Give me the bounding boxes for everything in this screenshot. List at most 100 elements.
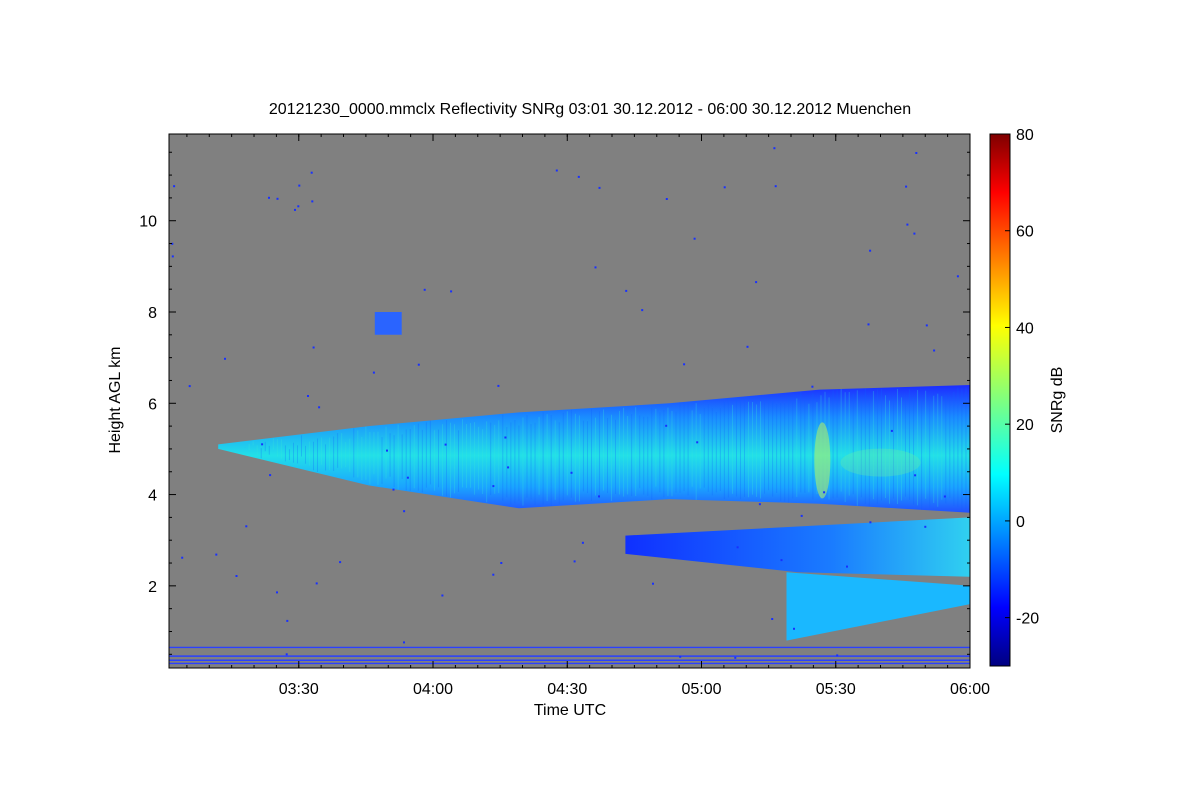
noise-speckle xyxy=(403,641,405,644)
colorbar-label: SNRg dB xyxy=(1049,367,1066,434)
noise-speckle xyxy=(276,197,279,200)
noise-speckle xyxy=(746,345,749,348)
noise-speckle xyxy=(312,346,315,349)
noise-speckle xyxy=(315,582,318,585)
noise-speckle xyxy=(403,510,406,513)
noise-speckle xyxy=(450,290,453,293)
noise-speckle xyxy=(943,495,946,498)
plot-frame xyxy=(168,133,971,669)
noise-speckle xyxy=(215,553,218,556)
colorbar-tick-label: -20 xyxy=(1016,611,1039,628)
noise-speckle xyxy=(307,395,309,397)
y-tick-label: 6 xyxy=(148,396,157,413)
noise-speckle xyxy=(665,198,668,200)
x-tick-label: 04:00 xyxy=(413,681,453,698)
noise-speckle xyxy=(269,474,272,477)
x-tick-label: 05:00 xyxy=(681,681,721,698)
noise-speckle xyxy=(933,349,936,352)
x-tick-label: 06:00 xyxy=(950,681,990,698)
noise-speckle xyxy=(276,591,278,594)
y-tick-label: 4 xyxy=(148,488,157,505)
noise-speckle xyxy=(869,249,872,252)
x-axis-label: Time UTC xyxy=(534,702,606,719)
noise-speckle xyxy=(577,175,580,178)
noise-speckle xyxy=(915,152,918,154)
noise-speckle xyxy=(956,275,959,278)
noise-speckle xyxy=(268,196,270,199)
noise-speckle xyxy=(811,385,814,388)
noise-speckle xyxy=(444,443,447,446)
noise-speckle xyxy=(736,546,739,549)
noise-speckle xyxy=(773,147,776,150)
y-axis-label: Height AGL km xyxy=(107,346,124,453)
noise-speckle xyxy=(755,281,758,284)
noise-speckle xyxy=(181,556,184,559)
noise-speckle xyxy=(261,443,264,446)
colorbar-gradient xyxy=(990,134,1010,666)
noise-speckle xyxy=(925,324,928,327)
noise-speckle xyxy=(173,185,176,188)
noise-speckle xyxy=(625,289,628,292)
echo-region xyxy=(786,572,970,641)
noise-speckle xyxy=(665,424,668,427)
noise-speckle xyxy=(723,186,726,189)
noise-speckle xyxy=(594,266,597,269)
noise-speckle xyxy=(758,503,761,506)
noise-speckle xyxy=(310,171,313,174)
noise-speckle xyxy=(318,406,321,409)
noise-speckle xyxy=(392,488,395,491)
colorbar-tick-label: 80 xyxy=(1016,127,1034,144)
noise-speckle xyxy=(598,495,600,498)
y-axis: 2 4 6 8 10 xyxy=(139,151,970,655)
colorbar-tick-label: 0 xyxy=(1016,514,1025,531)
noise-speckle xyxy=(836,654,839,657)
y-tick-label: 8 xyxy=(148,305,157,322)
noise-speckle xyxy=(846,565,848,568)
noise-speckle xyxy=(497,384,500,387)
noise-speckle xyxy=(339,561,342,564)
noise-speckle xyxy=(652,582,654,585)
noise-speckle xyxy=(780,559,783,562)
noise-speckle xyxy=(504,436,507,439)
echo-region xyxy=(625,517,970,577)
noise-speckle xyxy=(297,205,300,208)
noise-speckle xyxy=(492,485,495,488)
noise-speckle xyxy=(867,323,870,326)
colorbar-tick-label: 60 xyxy=(1016,224,1034,241)
echo-region xyxy=(218,385,970,513)
colorbar-ticks: -20 0 20 40 60 80 xyxy=(1005,127,1039,628)
colorbar-tick-label: 40 xyxy=(1016,320,1034,337)
echo-core xyxy=(840,448,921,477)
noise-speckle xyxy=(500,562,503,564)
noise-speckle xyxy=(441,594,444,597)
chart-title: 20121230_0000.mmclx Reflectivity SNRg 03… xyxy=(269,101,911,118)
noise-speckle xyxy=(294,208,296,211)
x-tick-label: 04:30 xyxy=(547,681,587,698)
noise-speckle xyxy=(311,200,314,203)
noise-speckle xyxy=(890,429,893,432)
noise-speckle xyxy=(683,363,686,366)
noise-speckle xyxy=(793,627,795,630)
noise-speckle xyxy=(188,385,191,388)
y-tick-label: 2 xyxy=(148,579,157,596)
echo-core xyxy=(814,422,831,499)
noise-speckle xyxy=(224,357,226,360)
x-axis: 03:30 04:00 04:30 05:00 05:30 06:00 xyxy=(186,134,990,698)
noise-speckle xyxy=(406,476,409,479)
noise-speckle xyxy=(641,309,644,312)
noise-speckle xyxy=(492,573,495,576)
noise-speckle xyxy=(235,575,238,577)
noise-speckle xyxy=(245,525,248,528)
noise-speckle xyxy=(372,371,375,374)
noise-speckle xyxy=(507,466,510,469)
noise-speckle xyxy=(906,223,909,226)
noise-speckle xyxy=(905,185,908,188)
noise-speckle xyxy=(679,655,682,658)
x-tick-label: 03:30 xyxy=(279,681,319,698)
noise-speckle xyxy=(171,242,174,245)
noise-speckle xyxy=(286,619,289,622)
noise-speckle xyxy=(298,184,301,187)
noise-speckle xyxy=(869,521,872,524)
noise-speckle xyxy=(555,169,558,172)
